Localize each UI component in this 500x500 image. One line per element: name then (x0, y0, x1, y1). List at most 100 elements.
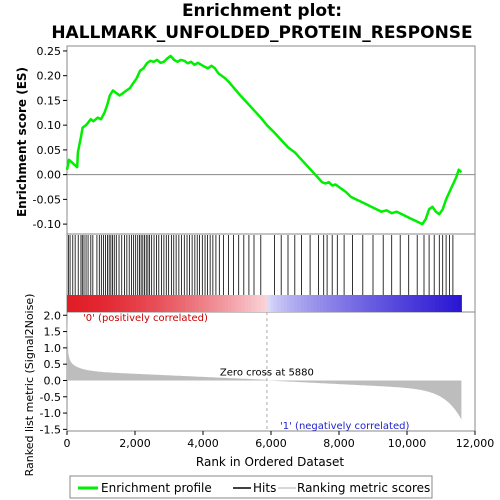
rank-color-segment (257, 295, 262, 312)
rank-color-segment (145, 295, 150, 312)
rank-color-segment (349, 295, 354, 312)
chart-title-line2: HALLMARK_UNFOLDED_PROTEIN_RESPONSE (51, 23, 472, 43)
rank-color-segment (277, 295, 282, 312)
rank-color-segment (175, 295, 180, 312)
rank-color-segment (237, 295, 242, 312)
rank-color-segment (221, 295, 226, 312)
rank-color-segment (96, 295, 101, 312)
rank-color-segment (366, 295, 370, 312)
rank-color-segment (198, 295, 203, 312)
rank-color-segment (382, 295, 387, 312)
metric-y-tick-label: 1.0 (44, 342, 62, 355)
legend-label-metric: Ranking metric scores (297, 481, 430, 495)
rank-color-segment (369, 295, 374, 312)
x-tick-label: 2,000 (119, 437, 151, 450)
rank-color-segment (356, 295, 361, 312)
rank-color-segment (346, 295, 351, 312)
enrichment-profile-path (65, 54, 463, 226)
legend-label-hits: Hits (253, 481, 276, 495)
rank-color-segment (254, 295, 259, 312)
rank-color-segment (329, 295, 334, 312)
rank-color-segment (280, 295, 285, 312)
rank-color-segment (67, 295, 71, 312)
es-y-tick-label: 0.10 (37, 119, 62, 132)
es-y-tick-label: 0.00 (37, 169, 62, 182)
rank-color-segment (76, 295, 81, 312)
rank-color-segment (93, 295, 98, 312)
es-y-tick-label: -0.10 (33, 218, 61, 231)
metric-y-tick-label: -1.0 (40, 407, 61, 420)
rank-color-segment (333, 295, 338, 312)
rank-color-bar (67, 295, 462, 312)
rank-color-segment (136, 295, 140, 312)
rank-color-segment (106, 295, 111, 312)
rank-color-segment (412, 295, 416, 312)
x-axis-label: Rank in Ordered Dataset (196, 455, 344, 469)
rank-color-segment (336, 295, 341, 312)
metric-y-axis-label: Ranked list metric (Signal2Noise) (23, 294, 36, 477)
rank-color-segment (323, 295, 328, 312)
rank-color-segment (83, 295, 88, 312)
rank-color-segment (343, 295, 347, 312)
rank-color-segment (408, 295, 413, 312)
rank-color-segment (395, 295, 400, 312)
rank-color-segment (362, 295, 367, 312)
rank-color-segment (359, 295, 364, 312)
negative-correlation-label: '1' (negatively correlated) (280, 421, 409, 432)
es-y-tick-label: 0.20 (37, 70, 62, 83)
rank-color-segment (165, 295, 170, 312)
rank-color-segment (132, 295, 137, 312)
rank-color-segment (448, 295, 453, 312)
rank-color-segment (211, 295, 216, 312)
metric-y-tick-label: 0.0 (44, 374, 62, 387)
rank-color-segment (451, 295, 456, 312)
rank-color-segment (264, 295, 268, 312)
rank-color-segment (326, 295, 331, 312)
rank-color-segment (73, 295, 78, 312)
rank-color-segment (80, 295, 84, 312)
x-tick-label: 0 (64, 437, 71, 450)
es-y-axis: -0.10 -0.05 0.00 0.05 0.10 0.15 0.20 0.25 (33, 45, 67, 231)
metric-y-tick-label: 1.5 (44, 326, 62, 339)
x-tick-label: 12,000 (456, 437, 495, 450)
rank-color-segment (444, 295, 449, 312)
metric-y-axis: -1.5 -1.0 -0.5 0.0 0.5 1.0 1.5 2.0 (40, 309, 67, 436)
rank-color-segment (316, 295, 321, 312)
rank-color-segment (129, 295, 134, 312)
rank-color-segment (372, 295, 377, 312)
rank-color-segment (168, 295, 173, 312)
chart-title-line1: Enrichment plot: (182, 1, 342, 21)
rank-color-segment (191, 295, 196, 312)
rank-color-segment (116, 295, 121, 312)
rank-color-segment (300, 295, 305, 312)
rank-color-segment (339, 295, 344, 312)
rank-color-segment (415, 295, 420, 312)
rank-color-segment (260, 295, 265, 312)
metric-y-tick-label: 2.0 (44, 309, 62, 322)
rank-color-segment (454, 295, 459, 312)
rank-color-segment (267, 295, 272, 312)
x-tick-label: 10,000 (388, 437, 427, 450)
rank-color-segment (224, 295, 229, 312)
rank-color-segment (208, 295, 213, 312)
rank-color-segment (320, 295, 324, 312)
rank-color-segment (274, 295, 278, 312)
rank-color-segment (99, 295, 104, 312)
rank-color-segment (214, 295, 219, 312)
rank-color-segment (86, 295, 91, 312)
enrichment-profile-line (65, 54, 463, 226)
rank-color-segment (218, 295, 222, 312)
rank-color-segment (290, 295, 295, 312)
es-y-tick-label: 0.25 (37, 45, 62, 58)
rank-color-segment (185, 295, 190, 312)
legend: Enrichment profile Hits Ranking metric s… (69, 475, 433, 499)
rank-color-segment (142, 295, 147, 312)
x-tick-label: 6,000 (255, 437, 287, 450)
es-y-tick-label: -0.05 (33, 193, 61, 206)
rank-color-segment (425, 295, 430, 312)
rank-color-segment (234, 295, 239, 312)
rank-color-segment (90, 295, 94, 312)
rank-color-segment (228, 295, 232, 312)
rank-color-segment (418, 295, 423, 312)
